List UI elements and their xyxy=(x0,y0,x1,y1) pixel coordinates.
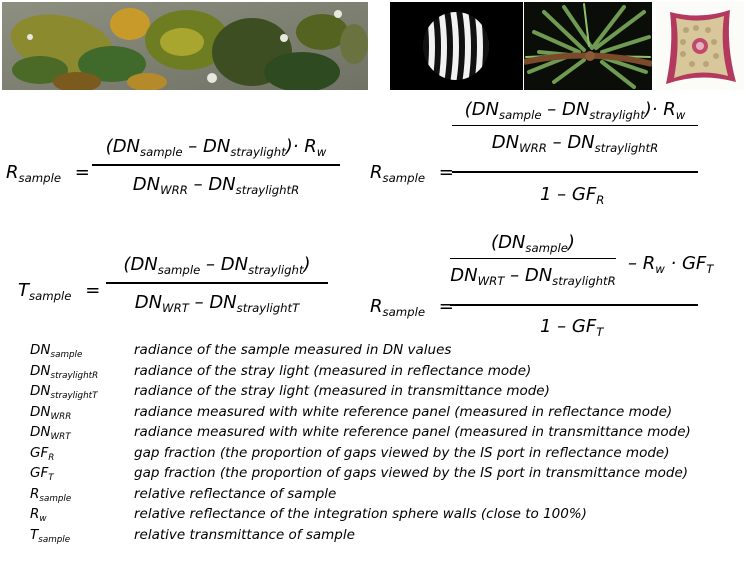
leaves-photo xyxy=(2,2,368,90)
formula1-fraction-bar xyxy=(92,164,340,166)
legend-description: radiance of the stray light (measured in… xyxy=(134,362,532,379)
formula4-lhs-main: R xyxy=(370,296,383,317)
formula3-inner-numerator: (DNsample – DNstraylight)· Rw xyxy=(464,99,686,123)
formula3-inner-bar xyxy=(452,125,698,126)
legend-description: relative transmittance of sample xyxy=(134,526,355,543)
formula4-outer-denominator: 1 – GFT xyxy=(540,316,604,340)
formula2-numerator: (DNsample – DNstraylight) xyxy=(123,254,311,278)
legend-symbol: DNWRT xyxy=(30,424,71,443)
legend-description: gap fraction (the proportion of gaps vie… xyxy=(134,444,670,461)
stripe-target-photo xyxy=(390,2,523,90)
legend-description: radiance measured with white reference p… xyxy=(134,424,691,440)
formula4-inner-fraction: (DNsample) DNWRT – DNstraylightR xyxy=(450,232,616,289)
legend-symbol: Rw xyxy=(30,506,47,525)
formula4-inner-bar xyxy=(450,258,616,259)
formula3-outer-bar xyxy=(452,171,698,173)
formula1-fraction: (DNsample – DNstraylight)· Rw DNWRR – DN… xyxy=(92,136,340,198)
formula4-outer-bar xyxy=(450,304,698,306)
formula1-equals: = xyxy=(74,162,90,183)
legend-description: radiance of the sample measured in DN va… xyxy=(134,342,452,358)
legend-description: radiance of the stray light (measured in… xyxy=(134,383,550,399)
formula2-fraction-bar xyxy=(106,282,328,284)
formula3-lhs-sub: sample xyxy=(382,171,426,186)
formula2-fraction: (DNsample – DNstraylight) DNWRT – DNstra… xyxy=(106,254,328,316)
formula2-lhs-main: T xyxy=(18,280,29,301)
formula3-inner-fraction: (DNsample – DNstraylight)· Rw DNWRR – DN… xyxy=(452,99,698,156)
legend-symbol: DNstraylightT xyxy=(30,383,98,402)
formula1-denominator: DNWRR – DNstraylightR xyxy=(132,174,300,198)
formula4-lhs-sub: sample xyxy=(382,305,426,320)
formula1-lhs-main: R xyxy=(6,162,19,183)
legend-symbol: DNstraylightR xyxy=(30,362,99,381)
formula2-denominator: DNWRT – DNstraylightT xyxy=(134,292,300,316)
legend-symbol: DNsample xyxy=(30,342,83,361)
formula4-inner-numerator: (DNsample) xyxy=(491,232,575,256)
leaf-cross-section-photo xyxy=(656,2,744,90)
legend-symbol: GFT xyxy=(30,465,54,484)
legend-description: gap fraction (the proportion of gaps vie… xyxy=(134,465,689,481)
formula3-inner-denominator: DNWRR – DNstraylightR xyxy=(491,132,659,156)
formula3-outer-denominator: 1 – GFR xyxy=(540,184,605,208)
conifer-needles-photo xyxy=(524,2,652,90)
legend-symbol: GFR xyxy=(30,444,55,463)
formula4-lhs: Rsample = xyxy=(370,296,454,320)
formula4-equals: = xyxy=(438,296,454,317)
legend-description: relative reflectance of the integration … xyxy=(134,506,587,522)
formula3-lhs: Rsample = xyxy=(370,162,454,186)
legend-symbol: DNWRR xyxy=(30,403,72,422)
legend-symbol: Rsample xyxy=(30,485,72,504)
formula2-lhs-sub: sample xyxy=(29,289,72,304)
formula3-equals: = xyxy=(438,162,454,183)
formula1-lhs: Rsample = xyxy=(6,162,90,186)
legend-description: radiance measured with white reference p… xyxy=(134,403,673,420)
legend-symbol: Tsample xyxy=(30,526,71,545)
formula2-equals: = xyxy=(85,280,101,301)
formula1-lhs-sub: sample xyxy=(18,171,62,186)
formula2-lhs: Tsample = xyxy=(18,280,101,304)
formula1-numerator: (DNsample – DNstraylight)· Rw xyxy=(105,136,327,160)
formula4-inner-denominator: DNWRT – DNstraylightR xyxy=(450,265,616,289)
formula4-tail: – Rw · GFT xyxy=(628,253,714,277)
formula3-lhs-main: R xyxy=(370,162,383,183)
legend-description: relative reflectance of sample xyxy=(134,485,337,502)
